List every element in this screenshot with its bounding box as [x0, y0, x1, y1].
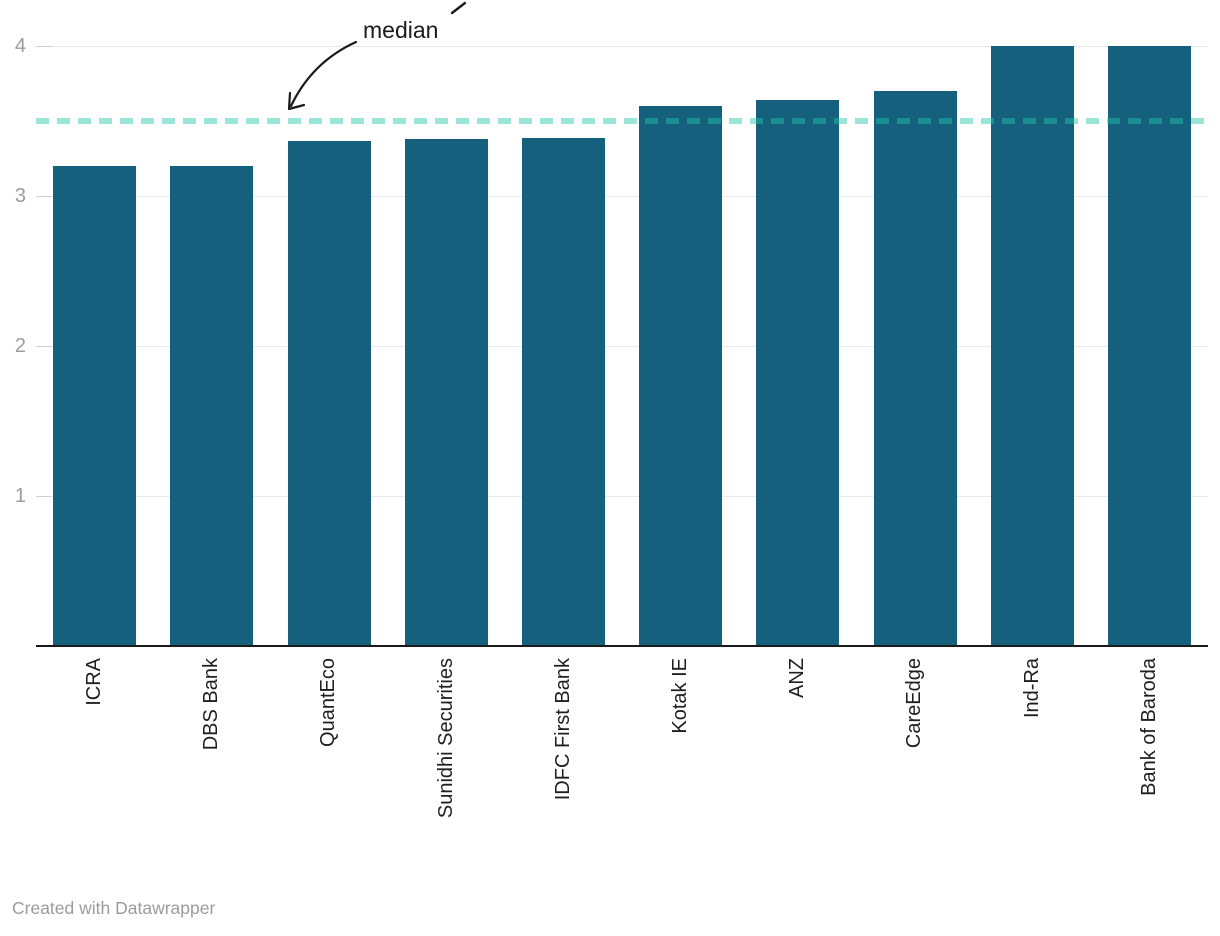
x-axis-label-text: DBS Bank [200, 658, 223, 751]
x-axis-label-text: Ind-Ra [1020, 658, 1043, 719]
bar-icra[interactable] [53, 166, 137, 646]
x-axis-label-anz: ANZ [739, 658, 856, 896]
annotation-stroke [450, 1, 467, 15]
x-axis-label-text: Bank of Baroda [1137, 658, 1160, 796]
x-axis-label-text: ICRA [83, 658, 106, 706]
bar-sunidhi-securities[interactable] [404, 139, 488, 646]
bar-kotak-ie[interactable] [639, 106, 723, 646]
y-tick-label-2: 2 [14, 335, 26, 357]
y-tick-label-3: 3 [14, 185, 26, 207]
x-axis-label-text: QuantEco [317, 658, 340, 747]
x-axis-label-text: Kotak IE [669, 658, 692, 734]
median-line [36, 118, 1208, 124]
bar-ind-ra[interactable] [990, 46, 1074, 646]
bar-careedge[interactable] [873, 91, 957, 646]
x-axis-label-dbs-bank: DBS Bank [153, 658, 270, 896]
bar-anz[interactable] [756, 100, 840, 646]
x-axis-label-kotak-ie: Kotak IE [622, 658, 739, 896]
y-tick-label-1: 1 [14, 485, 26, 507]
arrow-head-icon [287, 91, 306, 111]
median-annotation-label: median [363, 17, 439, 43]
x-axis-label-idfc-first-bank: IDFC First Bank [505, 658, 622, 896]
x-axis-label-icra: ICRA [36, 658, 153, 896]
x-axis-label-sunidhi-securities: Sunidhi Securities [388, 658, 505, 896]
datawrapper-credit: Created with Datawrapper [12, 898, 216, 918]
bar-dbs-bank[interactable] [170, 166, 254, 646]
arrow-shaft [289, 40, 358, 108]
x-axis-label-quanteco: QuantEco [270, 658, 387, 896]
gridline-4 [36, 45, 1208, 47]
gridline-1 [36, 495, 1208, 497]
x-axis-label-text: Sunidhi Securities [434, 658, 457, 819]
x-axis-line [36, 645, 1208, 647]
bar-quanteco[interactable] [287, 140, 371, 646]
gridline-2 [36, 345, 1208, 347]
x-axis-label-text: IDFC First Bank [551, 658, 574, 801]
gridline-3 [36, 195, 1208, 197]
x-axis-label-careedge: CareEdge [856, 658, 973, 896]
x-axis-label-text: ANZ [786, 658, 809, 698]
bar-bank-of-baroda[interactable] [1107, 46, 1191, 646]
bar-idfc-first-bank[interactable] [521, 137, 605, 646]
x-axis-label-ind-ra: Ind-Ra [974, 658, 1091, 896]
x-axis-label-text: CareEdge [903, 658, 926, 749]
x-axis-label-bank-of-baroda: Bank of Baroda [1091, 658, 1208, 896]
y-tick-label-4: 4 [14, 35, 26, 57]
